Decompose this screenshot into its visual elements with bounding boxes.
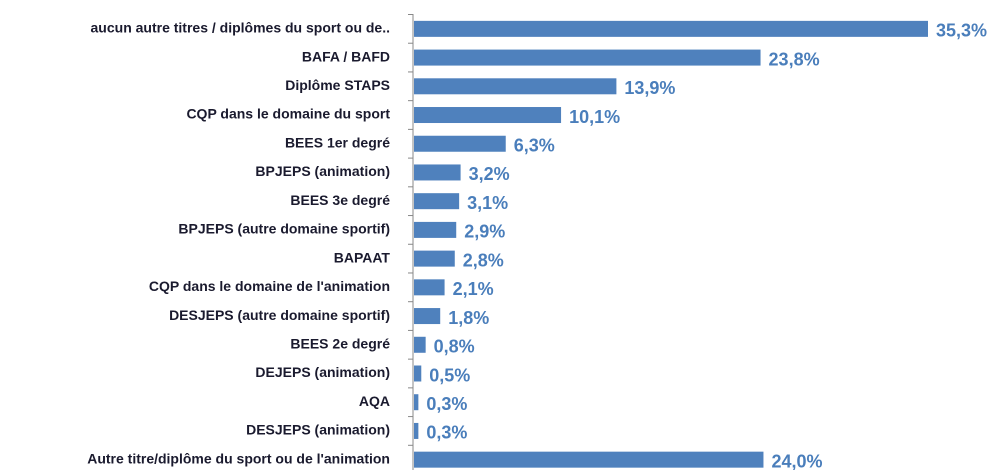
value-label: 2,8% xyxy=(463,250,504,270)
bar xyxy=(414,279,445,296)
bar xyxy=(414,451,764,468)
bar xyxy=(414,49,761,66)
category-label: BEES 2e degré xyxy=(290,335,390,351)
value-label: 35,3% xyxy=(936,21,987,41)
category-label: BPJEPS (autre domaine sportif) xyxy=(178,221,390,237)
category-label: BAFA / BAFD xyxy=(302,48,390,64)
category-label: Autre titre/diplôme du sport ou de l'ani… xyxy=(87,450,390,466)
category-label: Diplôme STAPS xyxy=(285,77,390,93)
bar xyxy=(414,336,426,353)
value-label: 0,8% xyxy=(434,337,475,357)
category-label: DESJEPS (animation) xyxy=(246,422,390,438)
value-label: 2,9% xyxy=(464,222,505,242)
category-label: BPJEPS (animation) xyxy=(255,163,390,179)
bar xyxy=(414,20,928,37)
category-label: BEES 3e degré xyxy=(290,192,390,208)
value-label: 13,9% xyxy=(624,78,675,98)
value-label: 10,1% xyxy=(569,107,620,127)
bar xyxy=(414,135,506,152)
category-label: AQA xyxy=(359,393,390,409)
bar xyxy=(414,365,422,382)
bar xyxy=(414,193,460,210)
bar xyxy=(414,394,419,411)
bar xyxy=(414,78,617,95)
bar xyxy=(414,164,461,181)
value-label: 6,3% xyxy=(514,135,555,155)
bar xyxy=(414,308,441,325)
bar xyxy=(414,221,457,238)
value-label: 3,1% xyxy=(467,193,508,213)
value-label: 1,8% xyxy=(448,308,489,328)
bar xyxy=(414,107,562,124)
value-label: 23,8% xyxy=(769,49,820,69)
category-label: CQP dans le domaine de l'animation xyxy=(149,278,390,294)
category-label: CQP dans le domaine du sport xyxy=(186,106,390,122)
value-label: 0,3% xyxy=(426,394,467,414)
bar xyxy=(414,250,455,267)
category-label: DESJEPS (autre domaine sportif) xyxy=(169,307,390,323)
value-label: 0,5% xyxy=(429,365,470,385)
value-label: 3,2% xyxy=(469,164,510,184)
category-label: aucun autre titres / diplômes du sport o… xyxy=(91,20,390,36)
value-label: 24,0% xyxy=(771,451,822,470)
category-label: BAPAAT xyxy=(334,249,391,265)
value-label: 0,3% xyxy=(426,423,467,443)
bar xyxy=(414,422,419,439)
value-label: 2,1% xyxy=(453,279,494,299)
category-label: BEES 1er degré xyxy=(285,134,390,150)
category-label: DEJEPS (animation) xyxy=(255,364,390,380)
